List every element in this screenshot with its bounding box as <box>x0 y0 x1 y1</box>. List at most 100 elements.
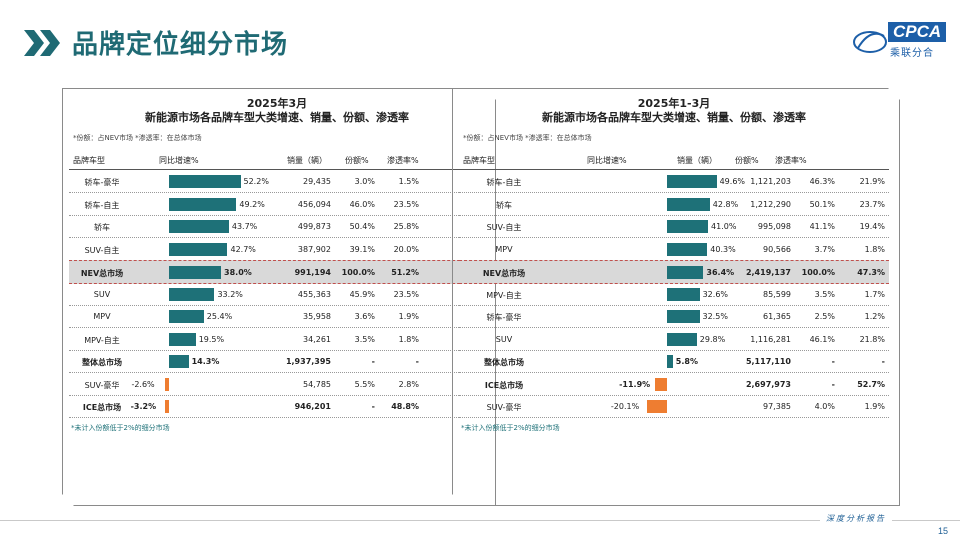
table-row: SUV-自主 42.7% 387,902 39.1% 20.0% <box>69 238 485 261</box>
growth-label: -2.6% <box>131 379 155 389</box>
row-penetration: - <box>415 357 419 366</box>
header-penetration: 渗透率% <box>387 156 419 165</box>
growth-label: 32.5% <box>702 312 728 321</box>
row-category: SUV-豪华 <box>486 403 522 412</box>
row-sales: 5,117,110 <box>745 357 791 366</box>
growth-label: 19.5% <box>198 334 225 344</box>
growth-bar <box>667 175 717 188</box>
table-row: SUV-豪华 -2.6% 54,785 5.5% 2.8% <box>69 373 485 396</box>
growth-label: 43.7% <box>231 222 258 231</box>
growth-label: 42.8% <box>712 199 739 209</box>
row-category: 轿车-豪华 <box>84 178 120 187</box>
row-sales: 991,194 <box>294 268 331 277</box>
table-row: 整体总市场 5.8% 5,117,110 - - <box>459 350 889 373</box>
row-share: 3.0% <box>354 177 375 186</box>
row-penetration: 23.5% <box>393 199 419 209</box>
left-title-main: 新能源市场各品牌车型大类增速、销量、份额、渗透率 <box>145 111 409 124</box>
left-title: 2025年3月 新能源市场各品牌车型大类增速、销量、份额、渗透率 <box>69 97 485 125</box>
row-penetration: 23.7% <box>859 199 885 209</box>
row-category: SUV <box>495 334 513 344</box>
row-sales: 387,902 <box>297 244 331 254</box>
row-share: 46.1% <box>809 334 835 344</box>
footer-label: 深度分析报告 <box>820 513 892 524</box>
growth-label: 40.3% <box>710 244 736 254</box>
page-number: 15 <box>938 526 949 536</box>
right-table-panel: 2025年1-3月 新能源市场各品牌车型大类增速、销量、份额、渗透率 *份额：占… <box>452 88 900 506</box>
growth-bar <box>667 288 700 301</box>
growth-label: 32.6% <box>702 289 729 299</box>
row-category: 轿车-自主 <box>84 200 120 210</box>
row-sales: 29,435 <box>303 177 331 186</box>
growth-label: 49.2% <box>239 199 265 209</box>
row-category: 轿车 <box>94 223 110 232</box>
table-row: NEV总市场 38.0% 991,194 100.0% 51.2% <box>69 260 485 284</box>
row-penetration: 52.7% <box>857 379 885 389</box>
row-category: NEV总市场 <box>80 269 124 278</box>
header-share: 份额% <box>735 156 759 165</box>
growth-label: 14.3% <box>191 357 220 366</box>
row-share: 45.9% <box>349 289 375 299</box>
row-penetration: 1.7% <box>864 289 885 299</box>
growth-bar <box>667 243 707 256</box>
growth-label: 33.2% <box>217 289 243 299</box>
row-share: - <box>831 357 835 366</box>
header-share: 份额% <box>345 156 369 165</box>
table-row: 轿车-豪华 32.5% 61,365 2.5% 1.2% <box>459 305 889 328</box>
table-row: SUV 29.8% 1,116,281 46.1% 21.8% <box>459 328 889 351</box>
row-sales: 97,385 <box>763 402 791 411</box>
row-share: 2.5% <box>814 312 835 321</box>
table-row: MPV-自主 19.5% 34,261 3.5% 1.8% <box>69 328 485 351</box>
row-share: 50.1% <box>809 199 835 209</box>
growth-bar <box>655 378 667 391</box>
row-category: 轿车-豪华 <box>486 313 522 322</box>
row-category: SUV-自主 <box>84 245 120 255</box>
row-share: 5.5% <box>354 379 375 389</box>
row-penetration: 1.8% <box>398 334 419 344</box>
row-sales: 1,212,290 <box>750 199 791 209</box>
growth-bar <box>165 378 169 391</box>
growth-bar <box>667 198 710 211</box>
growth-label: 41.0% <box>711 222 737 231</box>
row-sales: 946,201 <box>294 402 331 411</box>
growth-bar <box>169 266 221 279</box>
footer-divider <box>0 520 960 521</box>
row-sales: 35,958 <box>303 312 331 321</box>
row-sales: 455,363 <box>297 289 331 299</box>
header-sales: 销量（辆） <box>677 156 717 165</box>
row-sales: 34,261 <box>303 334 331 344</box>
table-row: 轿车 42.8% 1,212,290 50.1% 23.7% <box>459 193 889 216</box>
row-penetration: 21.9% <box>859 177 885 186</box>
page-title: 品牌定位细分市场 <box>72 30 289 60</box>
right-footnote: *未计入份额低于2%的细分市场 <box>461 424 560 432</box>
row-share: 46.0% <box>349 199 375 209</box>
row-penetration: 1.2% <box>864 312 885 321</box>
row-penetration: 19.4% <box>859 222 885 231</box>
growth-bar <box>667 333 697 346</box>
double-chevron-icon <box>24 30 60 56</box>
growth-label: 36.4% <box>706 268 735 277</box>
right-table: 2025年1-3月 新能源市场各品牌车型大类增速、销量、份额、渗透率 *份额：占… <box>459 89 889 505</box>
row-sales: 1,121,203 <box>750 177 791 186</box>
logo-text: CPCA <box>888 22 947 42</box>
logo-subtext: 乘联分合 <box>890 48 934 59</box>
row-sales: 499,873 <box>297 222 331 231</box>
header-category: 品牌车型 <box>73 156 105 165</box>
growth-bar <box>169 175 241 188</box>
growth-bar <box>169 310 204 323</box>
row-category: SUV <box>93 289 111 299</box>
left-table: 2025年3月 新能源市场各品牌车型大类增速、销量、份额、渗透率 *份额：占NE… <box>69 89 485 505</box>
page-header: 品牌定位细分市场 CPCA 乘联分合 <box>0 0 960 68</box>
row-sales: 54,785 <box>303 379 331 389</box>
growth-label: 38.0% <box>224 268 252 277</box>
table-row: MPV 40.3% 90,566 3.7% 1.8% <box>459 238 889 261</box>
growth-label: 52.2% <box>243 177 269 186</box>
row-sales: 2,697,973 <box>745 379 791 389</box>
growth-bar <box>667 266 703 279</box>
growth-bar <box>647 400 667 413</box>
row-sales: 1,937,395 <box>285 357 331 366</box>
row-share: - <box>371 402 375 411</box>
growth-bar <box>165 400 169 413</box>
left-table-panel: 2025年3月 新能源市场各品牌车型大类增速、销量、份额、渗透率 *份额：占NE… <box>62 88 496 506</box>
table-row: SUV 33.2% 455,363 45.9% 23.5% <box>69 283 485 306</box>
table-row: 轿车-自主 49.6% 1,121,203 46.3% 21.9% <box>459 170 889 193</box>
